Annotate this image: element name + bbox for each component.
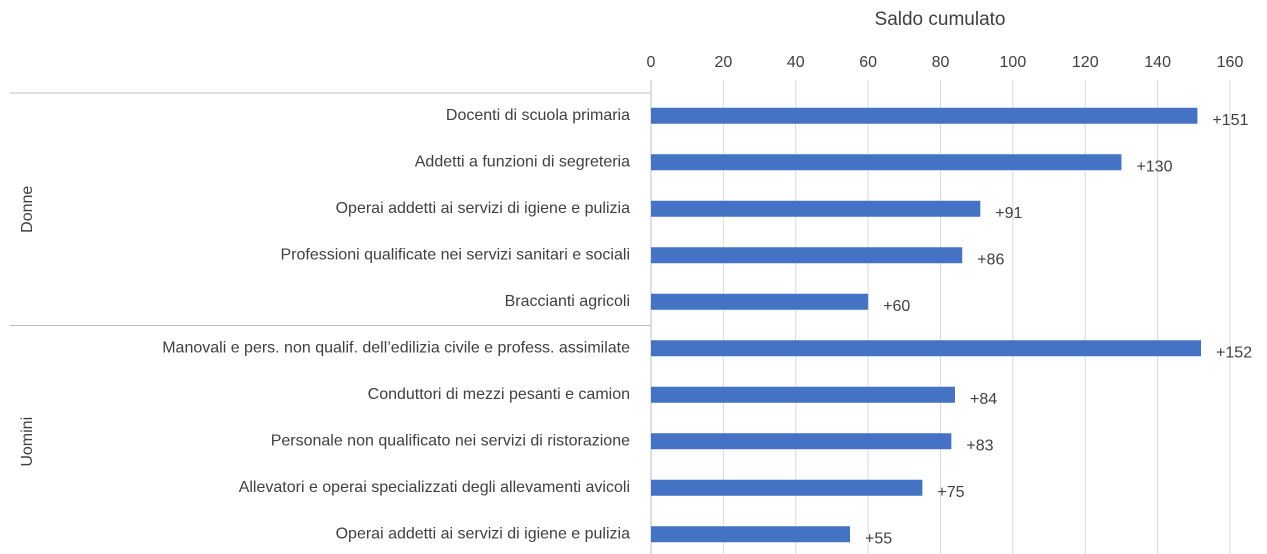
x-tick-label: 40 [787,54,805,71]
value-label: +91 [995,205,1022,222]
bar [651,247,963,264]
bar [651,200,981,217]
bar [651,433,952,450]
x-tick-label: 80 [932,54,950,71]
y-tick-label: Conduttori di mezzi pesanti e camion [368,386,630,403]
bar [651,107,1198,124]
value-label: +152 [1216,344,1252,361]
chart-title: Saldo cumulato [875,9,1006,30]
y-tick-label: Operai addetti ai servizi di igiene e pu… [336,525,630,542]
y-tick-label: Professioni qualificate nei servizi sani… [281,246,631,263]
x-tick-label: 160 [1217,54,1244,71]
y-tick-label: Braccianti agricoli [505,293,630,310]
bar [651,386,955,403]
y-tick-label: Manovali e pers. non qualif. dell’ediliz… [162,339,630,356]
value-label: +75 [937,484,964,501]
y-tick-label: Docenti di scuola primaria [446,107,630,124]
bar [651,340,1202,357]
group-label: Donne [19,186,36,233]
value-label: +86 [977,251,1004,268]
value-label: +84 [970,391,997,408]
y-tick-label: Allevatori e operai specializzati degli … [239,479,630,496]
x-tick-label: 60 [859,54,877,71]
bar [651,526,851,543]
x-tick-label: 100 [1000,54,1027,71]
group-label: Uomini [19,417,36,467]
value-label: +151 [1212,112,1248,129]
value-label: +83 [966,437,993,454]
x-tick-label: 0 [647,54,656,71]
y-tick-label: Addetti a funzioni di segreteria [415,153,630,170]
y-tick-label: Operai addetti ai servizi di igiene e pu… [336,200,630,217]
value-label: +60 [883,298,910,315]
x-tick-label: 140 [1144,54,1171,71]
x-tick-label: 20 [714,54,732,71]
bar [651,479,923,496]
value-label: +55 [865,530,892,547]
bar [651,154,1122,171]
value-label: +130 [1136,158,1172,175]
y-tick-label: Personale non qualificato nei servizi di… [271,432,630,449]
x-tick-label: 120 [1072,54,1099,71]
bar [651,293,869,310]
